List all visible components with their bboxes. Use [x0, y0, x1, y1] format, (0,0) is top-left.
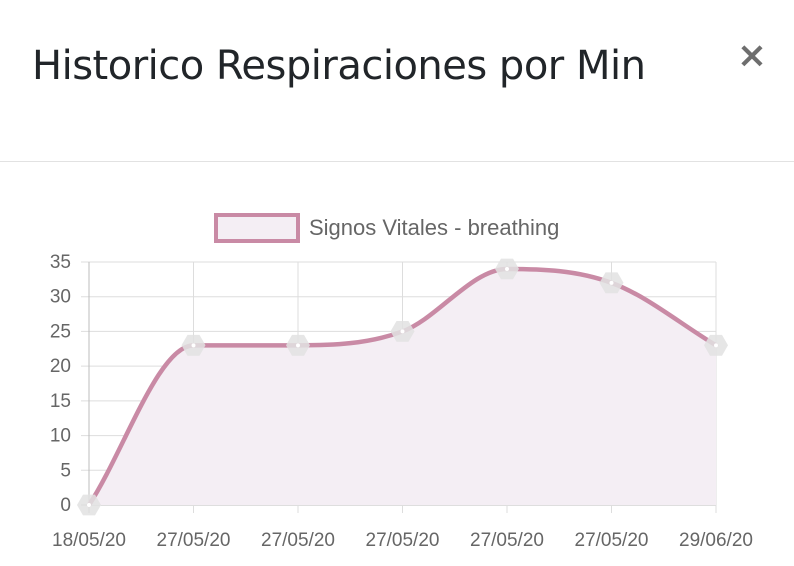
data-point-center: [87, 503, 91, 507]
chart-container: 0 5 10 15 20 25 30 35 18/05/20 27/05/20 27/05/20 27…: [0, 163, 794, 566]
x-tick-label: 18/05/20: [52, 530, 126, 551]
x-tick-label: 27/05/20: [575, 530, 649, 551]
x-tick-label: 27/05/20: [366, 530, 440, 551]
legend-swatch: [214, 213, 300, 243]
y-tick-label: 20: [50, 356, 71, 377]
data-point-center: [191, 343, 196, 348]
y-tick-label: 0: [60, 495, 71, 516]
x-tick-label: 27/05/20: [157, 530, 231, 551]
legend-label: Signos Vitales - breathing: [309, 215, 559, 240]
y-tick-label: 25: [50, 321, 71, 342]
line-chart: 0 5 10 15 20 25 30 35 18/05/20 27/05/20 27/05/20 27…: [50, 213, 753, 551]
data-point-center: [296, 343, 300, 348]
x-tick-label: 29/06/20: [679, 530, 753, 551]
modal-title: Historico Respiraciones por Min: [32, 43, 646, 89]
close-button[interactable]: ×: [732, 36, 772, 76]
y-tick-label: 35: [50, 252, 71, 273]
data-point-center: [400, 329, 405, 334]
y-tick-label: 5: [60, 460, 71, 481]
x-tick-label: 27/05/20: [261, 530, 335, 551]
y-tick-label: 15: [50, 391, 71, 412]
x-tick-label: 27/05/20: [470, 530, 544, 551]
y-tick-label: 10: [50, 426, 71, 447]
y-tick-label: 30: [50, 287, 71, 308]
data-point-center: [609, 280, 614, 285]
series-area-fill: [89, 268, 716, 505]
modal-header: Historico Respiraciones por Min ×: [0, 0, 794, 162]
data-point-center: [505, 266, 509, 271]
data-point-center: [714, 343, 718, 348]
